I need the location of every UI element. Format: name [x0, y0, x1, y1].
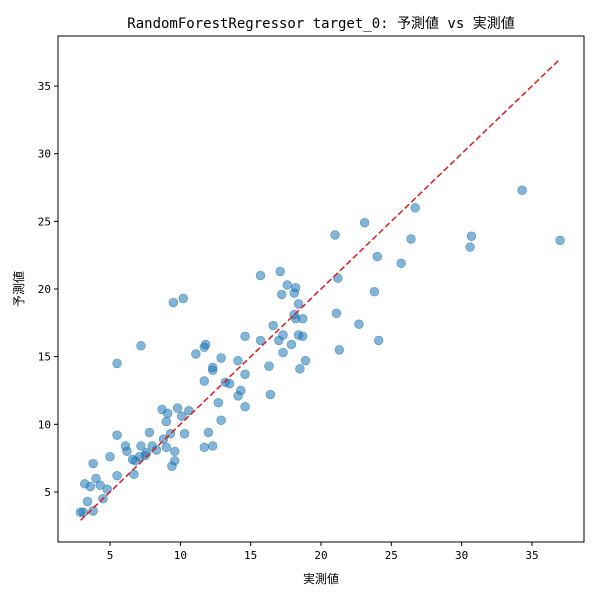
data-point [88, 458, 98, 469]
data-point [275, 266, 285, 277]
data-point [78, 507, 89, 517]
data-point [286, 339, 297, 350]
data-point [144, 427, 155, 438]
x-axis-label: 実測値 [303, 571, 339, 586]
data-point [555, 235, 565, 245]
data-point [161, 416, 171, 427]
y-tick-label: 15 [38, 351, 51, 364]
data-point [465, 242, 475, 252]
data-point [213, 397, 224, 408]
data-point [112, 358, 122, 369]
y-tick-label: 5 [44, 486, 51, 499]
x-tick-label: 25 [385, 549, 398, 562]
data-point [300, 356, 311, 366]
data-point [334, 345, 344, 355]
data-point [373, 335, 384, 346]
data-point [236, 385, 246, 396]
data-point [199, 376, 209, 386]
data-point [136, 441, 146, 451]
data-point [163, 408, 173, 419]
data-point [276, 289, 287, 300]
data-point [278, 330, 288, 340]
data-point [293, 299, 304, 309]
data-point [122, 446, 132, 457]
data-point [265, 389, 276, 400]
x-tick-label: 10 [174, 549, 187, 562]
y-axis-label: 予測値 [11, 271, 26, 307]
y-tick-label: 35 [38, 80, 51, 93]
data-point [129, 469, 139, 480]
data-point [88, 506, 98, 516]
data-point [255, 270, 266, 281]
y-tick-label: 20 [38, 283, 51, 296]
data-point [264, 361, 274, 371]
axis-ticks: 5 10 15 20 25 30 35 5 10 15 20 25 30 35 [38, 80, 539, 562]
data-point [224, 379, 235, 389]
data-point [203, 427, 214, 438]
data-point [331, 308, 342, 319]
data-point [255, 335, 266, 346]
data-point [136, 341, 146, 351]
plot-area [75, 58, 565, 521]
x-tick-label: 20 [314, 549, 327, 562]
data-point [298, 331, 308, 342]
data-point [359, 218, 370, 228]
data-point [151, 445, 162, 455]
data-point [170, 446, 180, 457]
x-tick-label: 35 [525, 549, 538, 562]
data-point [161, 442, 171, 452]
data-point [517, 185, 527, 195]
data-point [170, 456, 180, 466]
data-point [354, 319, 364, 329]
data-point [330, 230, 340, 240]
data-point [168, 297, 179, 308]
data-point [191, 349, 201, 359]
data-point [406, 234, 416, 244]
data-point [278, 347, 288, 358]
data-point [208, 441, 218, 451]
data-point [240, 402, 250, 412]
data-point [410, 203, 420, 213]
data-point [295, 364, 305, 374]
data-point [178, 293, 188, 304]
data-point [177, 411, 187, 421]
data-point [200, 339, 211, 350]
data-point [105, 452, 115, 462]
data-point [240, 369, 250, 379]
data-point [282, 280, 292, 290]
data-point [216, 415, 226, 425]
data-point [82, 496, 93, 507]
data-point [369, 287, 380, 297]
data-point [290, 282, 301, 293]
data-point [466, 231, 477, 241]
data-point [268, 320, 278, 331]
x-tick-label: 5 [107, 549, 114, 562]
data-point [233, 356, 243, 366]
x-tick-label: 15 [244, 549, 257, 562]
data-point [112, 471, 122, 481]
data-point [85, 481, 96, 492]
y-tick-label: 25 [38, 215, 51, 228]
data-point [91, 473, 101, 484]
reference-line [79, 58, 561, 521]
data-point [298, 314, 308, 324]
data-point [216, 353, 226, 363]
data-point [372, 251, 382, 262]
data-point [179, 429, 190, 439]
y-tick-label: 30 [38, 148, 51, 161]
data-point [396, 258, 406, 268]
x-tick-label: 30 [455, 549, 468, 562]
chart-title: RandomForestRegressor target_0: 予測値 vs 実… [127, 16, 514, 32]
data-point [208, 362, 218, 373]
data-point [112, 430, 122, 440]
data-point [172, 403, 183, 413]
data-point [240, 331, 250, 342]
y-tick-label: 10 [38, 418, 51, 431]
data-point [95, 480, 105, 490]
data-point [199, 442, 209, 452]
